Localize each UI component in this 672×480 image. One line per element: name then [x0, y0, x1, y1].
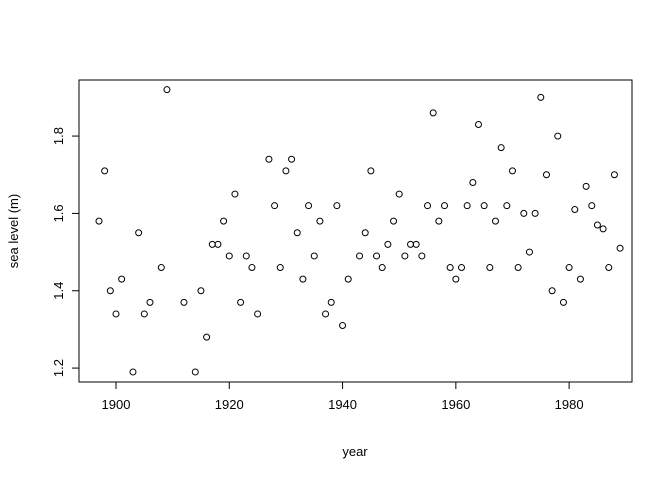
point [429, 109, 437, 117]
point [242, 252, 250, 260]
point [146, 298, 154, 306]
point [384, 240, 392, 248]
point [435, 217, 443, 225]
point [231, 190, 239, 198]
point [554, 132, 562, 140]
point [559, 298, 567, 306]
point [180, 298, 188, 306]
point [361, 229, 369, 237]
point [333, 202, 341, 210]
point [401, 252, 409, 260]
point [446, 264, 454, 272]
point [469, 178, 477, 186]
point [288, 155, 296, 163]
point [480, 202, 488, 210]
point [508, 167, 516, 175]
point [605, 264, 613, 272]
point [157, 264, 165, 272]
point [610, 171, 618, 179]
point [503, 202, 511, 210]
point [412, 240, 420, 248]
point [191, 368, 199, 376]
point [458, 264, 466, 272]
point [548, 287, 556, 295]
point [497, 144, 505, 152]
x-tick-label: 1920 [215, 397, 244, 412]
x-tick-label: 1960 [441, 397, 470, 412]
point [599, 225, 607, 233]
point [491, 217, 499, 225]
point [452, 275, 460, 283]
point [565, 264, 573, 272]
point [576, 275, 584, 283]
point [135, 229, 143, 237]
plot-box [78, 79, 633, 383]
point [520, 209, 528, 217]
y-tick-label: 1.4 [51, 282, 66, 300]
point [220, 217, 228, 225]
point [525, 248, 533, 256]
point [441, 202, 449, 210]
point [129, 368, 137, 376]
point [373, 252, 381, 260]
point [310, 252, 318, 260]
point [282, 167, 290, 175]
point [339, 322, 347, 330]
point [418, 252, 426, 260]
point [101, 167, 109, 175]
point [271, 202, 279, 210]
point [542, 171, 550, 179]
point [395, 190, 403, 198]
point [118, 275, 126, 283]
point [588, 202, 596, 210]
point [95, 217, 103, 225]
point [265, 155, 273, 163]
point [344, 275, 352, 283]
point [327, 298, 335, 306]
point [276, 264, 284, 272]
point [571, 206, 579, 214]
point [248, 264, 256, 272]
point [112, 310, 120, 318]
y-tick-label: 1.2 [51, 359, 66, 377]
point [378, 264, 386, 272]
point [254, 310, 262, 318]
point [531, 209, 539, 217]
point [140, 310, 148, 318]
y-tick-label: 1.6 [51, 204, 66, 222]
point [293, 229, 301, 237]
point [305, 202, 313, 210]
point [163, 86, 171, 94]
point [514, 264, 522, 272]
point [367, 167, 375, 175]
y-axis-label: sea level (m) [6, 194, 21, 268]
x-axis-label: year [342, 444, 368, 459]
point [474, 120, 482, 128]
point [203, 333, 211, 341]
point [214, 240, 222, 248]
x-tick-label: 1900 [102, 397, 131, 412]
point [237, 298, 245, 306]
point [299, 275, 307, 283]
y-tick-label: 1.8 [51, 127, 66, 145]
point [593, 221, 601, 229]
x-tick-label: 1980 [555, 397, 584, 412]
point [616, 244, 624, 252]
point [197, 287, 205, 295]
point [537, 93, 545, 101]
point [390, 217, 398, 225]
point [106, 287, 114, 295]
point [225, 252, 233, 260]
point [208, 240, 216, 248]
point [407, 240, 415, 248]
point [316, 217, 324, 225]
x-tick-label: 1940 [328, 397, 357, 412]
point [424, 202, 432, 210]
point [582, 182, 590, 190]
point [322, 310, 330, 318]
point [463, 202, 471, 210]
point [356, 252, 364, 260]
point [486, 264, 494, 272]
